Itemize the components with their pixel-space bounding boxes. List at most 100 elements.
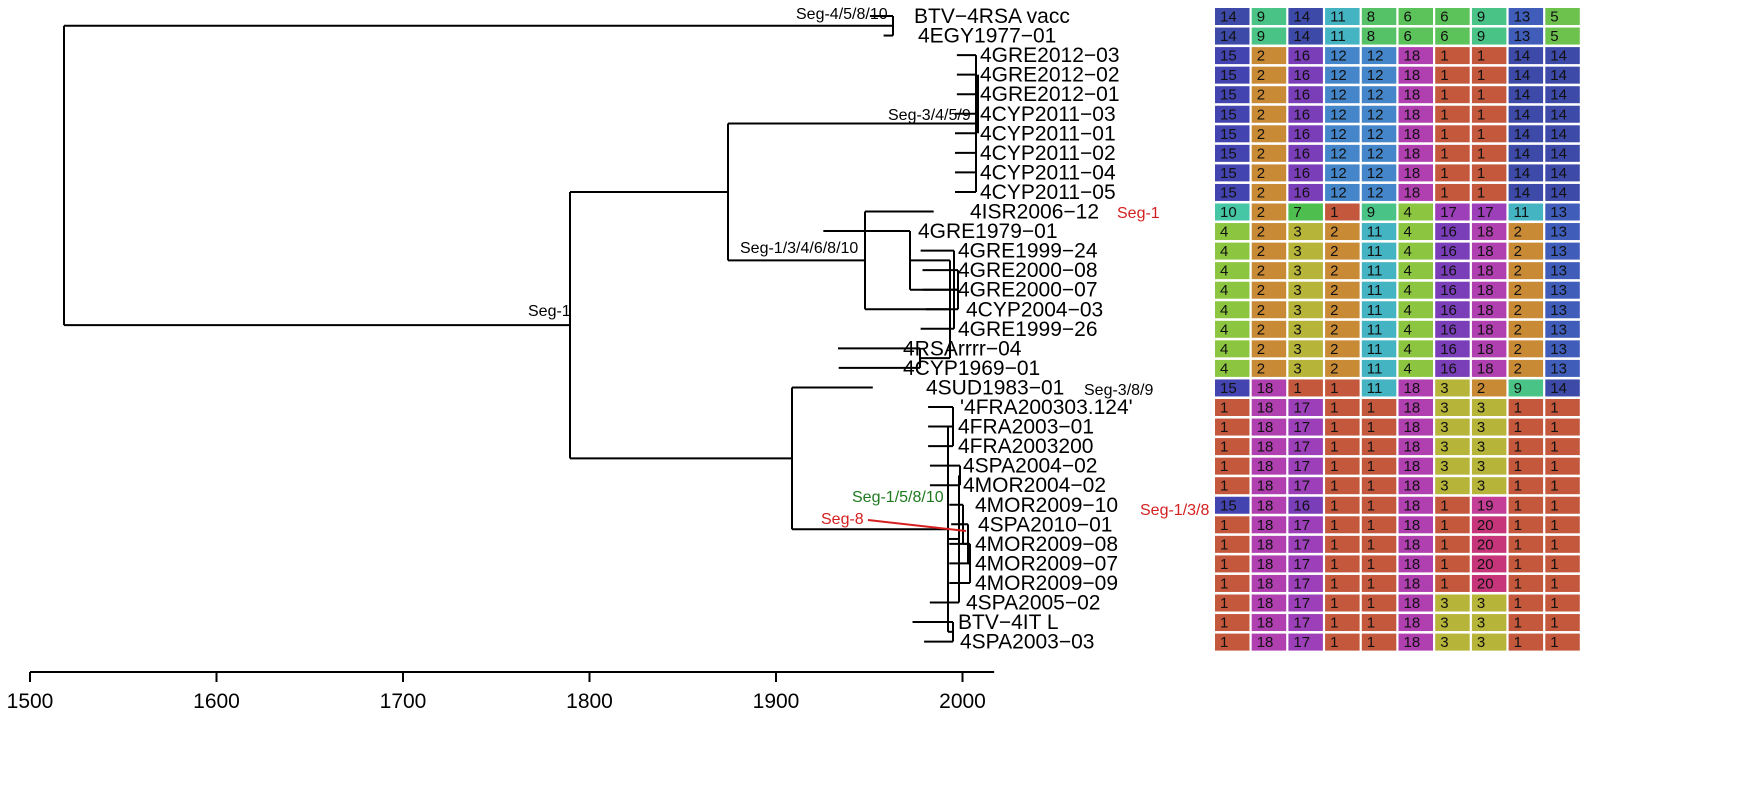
matrix-cell <box>1251 516 1287 534</box>
matrix-cell-value: 16 <box>1293 497 1310 514</box>
matrix-cell-value: 14 <box>1293 9 1310 26</box>
matrix-cell <box>1398 86 1433 104</box>
matrix-cell <box>1288 574 1323 592</box>
tip-label: 4SUD1983−01 <box>926 376 1064 399</box>
matrix-cell <box>1545 203 1580 221</box>
matrix-cell <box>1435 359 1470 377</box>
matrix-cell-value: 12 <box>1330 87 1347 104</box>
matrix-cell-value: 1 <box>1550 439 1558 456</box>
matrix-cell <box>1288 418 1323 436</box>
matrix-cell <box>1361 496 1397 514</box>
matrix-cell-value: 1 <box>1550 478 1558 495</box>
matrix-cell <box>1471 496 1507 514</box>
matrix-cell <box>1288 281 1323 299</box>
matrix-cell-value: 4 <box>1404 321 1412 338</box>
matrix-cell-value: 4 <box>1220 360 1228 377</box>
matrix-cell-value: 1 <box>1330 595 1338 612</box>
matrix-cell <box>1288 594 1323 612</box>
matrix-cell <box>1251 496 1287 514</box>
matrix-cell <box>1545 496 1580 514</box>
matrix-cell <box>1288 164 1323 182</box>
matrix-cell-value: 13 <box>1550 204 1567 221</box>
matrix-cell <box>1361 477 1397 495</box>
tip-label: 4FRA2003200 <box>958 435 1093 458</box>
matrix-cell-value: 6 <box>1404 9 1412 26</box>
matrix-cell-value: 2 <box>1514 360 1522 377</box>
matrix-cell <box>1361 320 1397 338</box>
matrix-cell-value: 14 <box>1514 126 1531 143</box>
matrix-cell-value: 18 <box>1404 497 1421 514</box>
matrix-cell <box>1325 614 1360 632</box>
matrix-cell <box>1251 8 1287 25</box>
matrix-cell-value: 5 <box>1550 9 1558 26</box>
matrix-cell-value: 18 <box>1404 634 1421 651</box>
matrix-cell-value: 14 <box>1550 67 1567 84</box>
matrix-cell-value: 1 <box>1220 478 1228 495</box>
matrix-cell-value: 16 <box>1293 145 1310 162</box>
matrix-cell <box>1508 262 1544 280</box>
matrix-cell-value: 18 <box>1404 536 1421 553</box>
matrix-cell-value: 1 <box>1440 126 1448 143</box>
tip-label: 4SPA2010−01 <box>978 513 1112 536</box>
matrix-cell <box>1325 399 1360 416</box>
matrix-cell-value: 14 <box>1550 165 1567 182</box>
matrix-cell-value: 11 <box>1367 243 1383 260</box>
matrix-cell-value: 1 <box>1514 458 1522 475</box>
matrix-cell-value: 12 <box>1367 184 1384 201</box>
matrix-cell-value: 20 <box>1477 575 1494 592</box>
matrix-cell-value: 2 <box>1257 145 1265 162</box>
matrix-cell <box>1251 614 1287 632</box>
matrix-cell <box>1545 242 1580 260</box>
matrix-cell <box>1508 477 1544 495</box>
matrix-cell-value: 1 <box>1550 536 1558 553</box>
matrix-cell <box>1471 262 1507 280</box>
matrix-cell <box>1251 47 1287 65</box>
matrix-cell-value: 4 <box>1220 282 1228 299</box>
matrix-cell-value: 19 <box>1477 497 1494 514</box>
matrix-cell <box>1361 262 1397 280</box>
matrix-cell <box>1361 242 1397 260</box>
matrix-cell-value: 3 <box>1440 400 1448 417</box>
matrix-cell-value: 2 <box>1257 165 1265 182</box>
matrix-cell-value: 16 <box>1293 67 1310 84</box>
matrix-cell <box>1215 614 1250 632</box>
matrix-cell <box>1361 516 1397 534</box>
matrix-cell <box>1508 457 1544 475</box>
matrix-cell <box>1215 516 1250 534</box>
matrix-cell-value: 13 <box>1550 302 1567 319</box>
matrix-cell-value: 16 <box>1293 184 1310 201</box>
matrix-cell <box>1361 66 1397 84</box>
matrix-cell <box>1251 281 1287 299</box>
matrix-cell <box>1508 320 1544 338</box>
matrix-cell <box>1508 125 1544 143</box>
matrix-cell <box>1508 555 1544 573</box>
matrix-cell-value: 14 <box>1550 87 1567 104</box>
matrix-cell <box>1251 379 1287 397</box>
matrix-cell-value: 11 <box>1367 224 1383 241</box>
tip-label: 4GRE2012−02 <box>980 64 1120 87</box>
matrix-cell <box>1508 594 1544 612</box>
matrix-cell <box>1288 183 1323 201</box>
matrix-cell <box>1288 379 1323 397</box>
tip-label: 4GRE2012−03 <box>980 44 1120 67</box>
matrix-cell-value: 18 <box>1257 536 1274 553</box>
matrix-cell-value: 18 <box>1477 263 1494 280</box>
matrix-cell <box>1545 47 1580 65</box>
matrix-cell-value: 17 <box>1293 400 1310 417</box>
matrix-cell-value: 17 <box>1293 615 1310 632</box>
matrix-cell <box>1288 496 1323 514</box>
matrix-cell-value: 1 <box>1550 497 1558 514</box>
matrix-cell <box>1398 438 1433 456</box>
tip-label: 4RSArrrr−04 <box>903 337 1022 360</box>
matrix-cell-value: 1 <box>1330 400 1338 417</box>
matrix-cell-value: 1 <box>1514 634 1522 651</box>
matrix-cell <box>1435 27 1470 45</box>
tip-label: 4GRE1999−26 <box>958 318 1098 341</box>
matrix-cell <box>1288 105 1323 123</box>
matrix-cell-value: 3 <box>1293 341 1301 358</box>
matrix-cell <box>1471 47 1507 65</box>
matrix-cell <box>1545 281 1580 299</box>
matrix-cell-value: 18 <box>1477 302 1494 319</box>
matrix-cell-value: 14 <box>1514 165 1531 182</box>
matrix-cell <box>1435 614 1470 632</box>
